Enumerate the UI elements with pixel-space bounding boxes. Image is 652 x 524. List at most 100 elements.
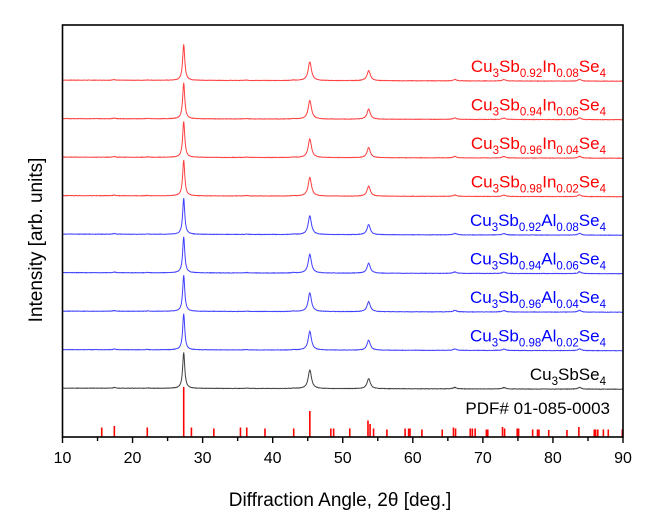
x-tick-label: 80 <box>544 450 562 467</box>
x-tick-label: 20 <box>124 450 142 467</box>
label-text: Se <box>579 57 600 76</box>
label-text: In <box>542 173 556 192</box>
label-subscript: 4 <box>600 222 607 234</box>
x-tick-label: 30 <box>194 450 212 467</box>
label-subscript: 3 <box>492 338 498 350</box>
label-text: Se <box>579 173 600 192</box>
series-label: Cu3Sb0.98Al0.02Se4 <box>470 327 607 350</box>
label-text: Se <box>579 96 600 115</box>
label-subscript: 0.04 <box>556 299 579 311</box>
label-text: Sb <box>498 288 519 307</box>
label-text: Al <box>541 211 556 230</box>
x-tick-label: 40 <box>264 450 282 467</box>
label-subscript: 4 <box>600 145 607 157</box>
series-labels: Cu3Sb0.92In0.08Se4Cu3Sb0.94In0.06Se4Cu3S… <box>470 57 607 388</box>
label-subscript: 3 <box>492 222 498 234</box>
label-text: Sb <box>499 173 520 192</box>
label-text: Sb <box>499 134 520 153</box>
series-label: Cu3Sb0.94Al0.06Se4 <box>470 250 607 273</box>
label-text: Sb <box>498 250 519 269</box>
label-subscript: 0.08 <box>556 68 578 80</box>
label-subscript: 0.94 <box>520 107 543 119</box>
label-text: Se <box>579 288 600 307</box>
reference-sticks <box>100 387 624 437</box>
label-text: In <box>542 134 556 153</box>
label-text: Cu <box>470 250 492 269</box>
label-subscript: 0.08 <box>556 222 578 234</box>
label-subscript: 0.02 <box>556 184 578 196</box>
label-text: In <box>542 57 556 76</box>
trace-line <box>62 275 624 313</box>
label-subscript: 4 <box>600 299 607 311</box>
x-axis-ticks: 10 20 30 40 50 60 70 80 90 <box>54 437 632 467</box>
label-text: Cu <box>471 96 493 115</box>
label-subscript: 3 <box>493 107 499 119</box>
series-label: Cu3Sb0.94In0.06Se4 <box>471 96 607 119</box>
x-tick-label: 70 <box>474 450 492 467</box>
label-subscript: 0.94 <box>519 261 542 273</box>
x-tick-label: 10 <box>54 450 72 467</box>
trace-line <box>62 121 624 160</box>
label-subscript: 3 <box>493 145 499 157</box>
trace-line <box>62 82 624 121</box>
trace-group <box>62 44 624 391</box>
label-text: Cu <box>530 365 552 384</box>
label-text: Al <box>541 327 556 346</box>
label-text: Sb <box>499 96 520 115</box>
x-tick-label: 60 <box>404 450 422 467</box>
label-text: Sb <box>499 57 520 76</box>
label-subscript: 4 <box>600 376 607 388</box>
label-text: Al <box>541 250 556 269</box>
trace-line <box>62 352 624 391</box>
trace-line <box>62 159 624 198</box>
x-tick-label: 90 <box>614 450 632 467</box>
series-label: Cu3SbSe4 <box>530 365 607 388</box>
label-subscript: 4 <box>600 338 607 350</box>
series-label: Cu3Sb0.98In0.02Se4 <box>471 173 607 196</box>
label-subscript: 4 <box>600 107 607 119</box>
series-label: Cu3Sb0.92In0.08Se4 <box>471 57 607 80</box>
label-text: Se <box>579 211 600 230</box>
label-subscript: 0.06 <box>556 107 578 119</box>
x-tick-label: 50 <box>334 450 352 467</box>
label-subscript: 0.06 <box>556 261 578 273</box>
label-text: Se <box>579 327 600 346</box>
reference-label: PDF# 01-085-0003 <box>465 399 610 418</box>
label-subscript: 3 <box>493 68 499 80</box>
label-text: Se <box>579 250 600 269</box>
label-subscript: 0.96 <box>520 145 542 157</box>
series-label: Cu3Sb0.92Al0.08Se4 <box>470 211 607 234</box>
series-label: Cu3Sb0.96In0.04Se4 <box>471 134 607 157</box>
trace-line <box>62 198 624 237</box>
label-subscript: 0.04 <box>556 145 579 157</box>
label-text: Cu <box>471 173 493 192</box>
label-text: Cu <box>470 211 492 230</box>
trace-line <box>62 313 624 352</box>
trace-line <box>62 44 624 83</box>
label-subscript: 4 <box>600 184 607 196</box>
label-subscript: 3 <box>492 261 498 273</box>
label-subscript: 0.98 <box>519 338 541 350</box>
label-subscript: 3 <box>493 184 499 196</box>
label-text: In <box>542 96 556 115</box>
y-axis-title: Intensity [arb. units] <box>26 158 47 323</box>
x-axis-title: Diffraction Angle, 2θ [deg.] <box>229 490 452 511</box>
label-subscript: 0.92 <box>519 222 541 234</box>
trace-line <box>62 236 624 275</box>
label-subscript: 3 <box>552 376 558 388</box>
label-text: Se <box>579 134 600 153</box>
label-subscript: 4 <box>600 261 607 273</box>
series-label: Cu3Sb0.96Al0.04Se4 <box>470 288 607 311</box>
label-subscript: 0.02 <box>556 338 578 350</box>
label-text: Al <box>541 288 556 307</box>
label-text: SbSe <box>558 365 600 384</box>
label-subscript: 3 <box>492 299 498 311</box>
label-text: Cu <box>470 288 492 307</box>
label-text: Sb <box>498 327 519 346</box>
label-subscript: 0.92 <box>520 68 542 80</box>
label-subscript: 0.96 <box>519 299 541 311</box>
label-text: Sb <box>498 211 519 230</box>
label-text: Cu <box>470 327 492 346</box>
label-subscript: 0.98 <box>520 184 542 196</box>
